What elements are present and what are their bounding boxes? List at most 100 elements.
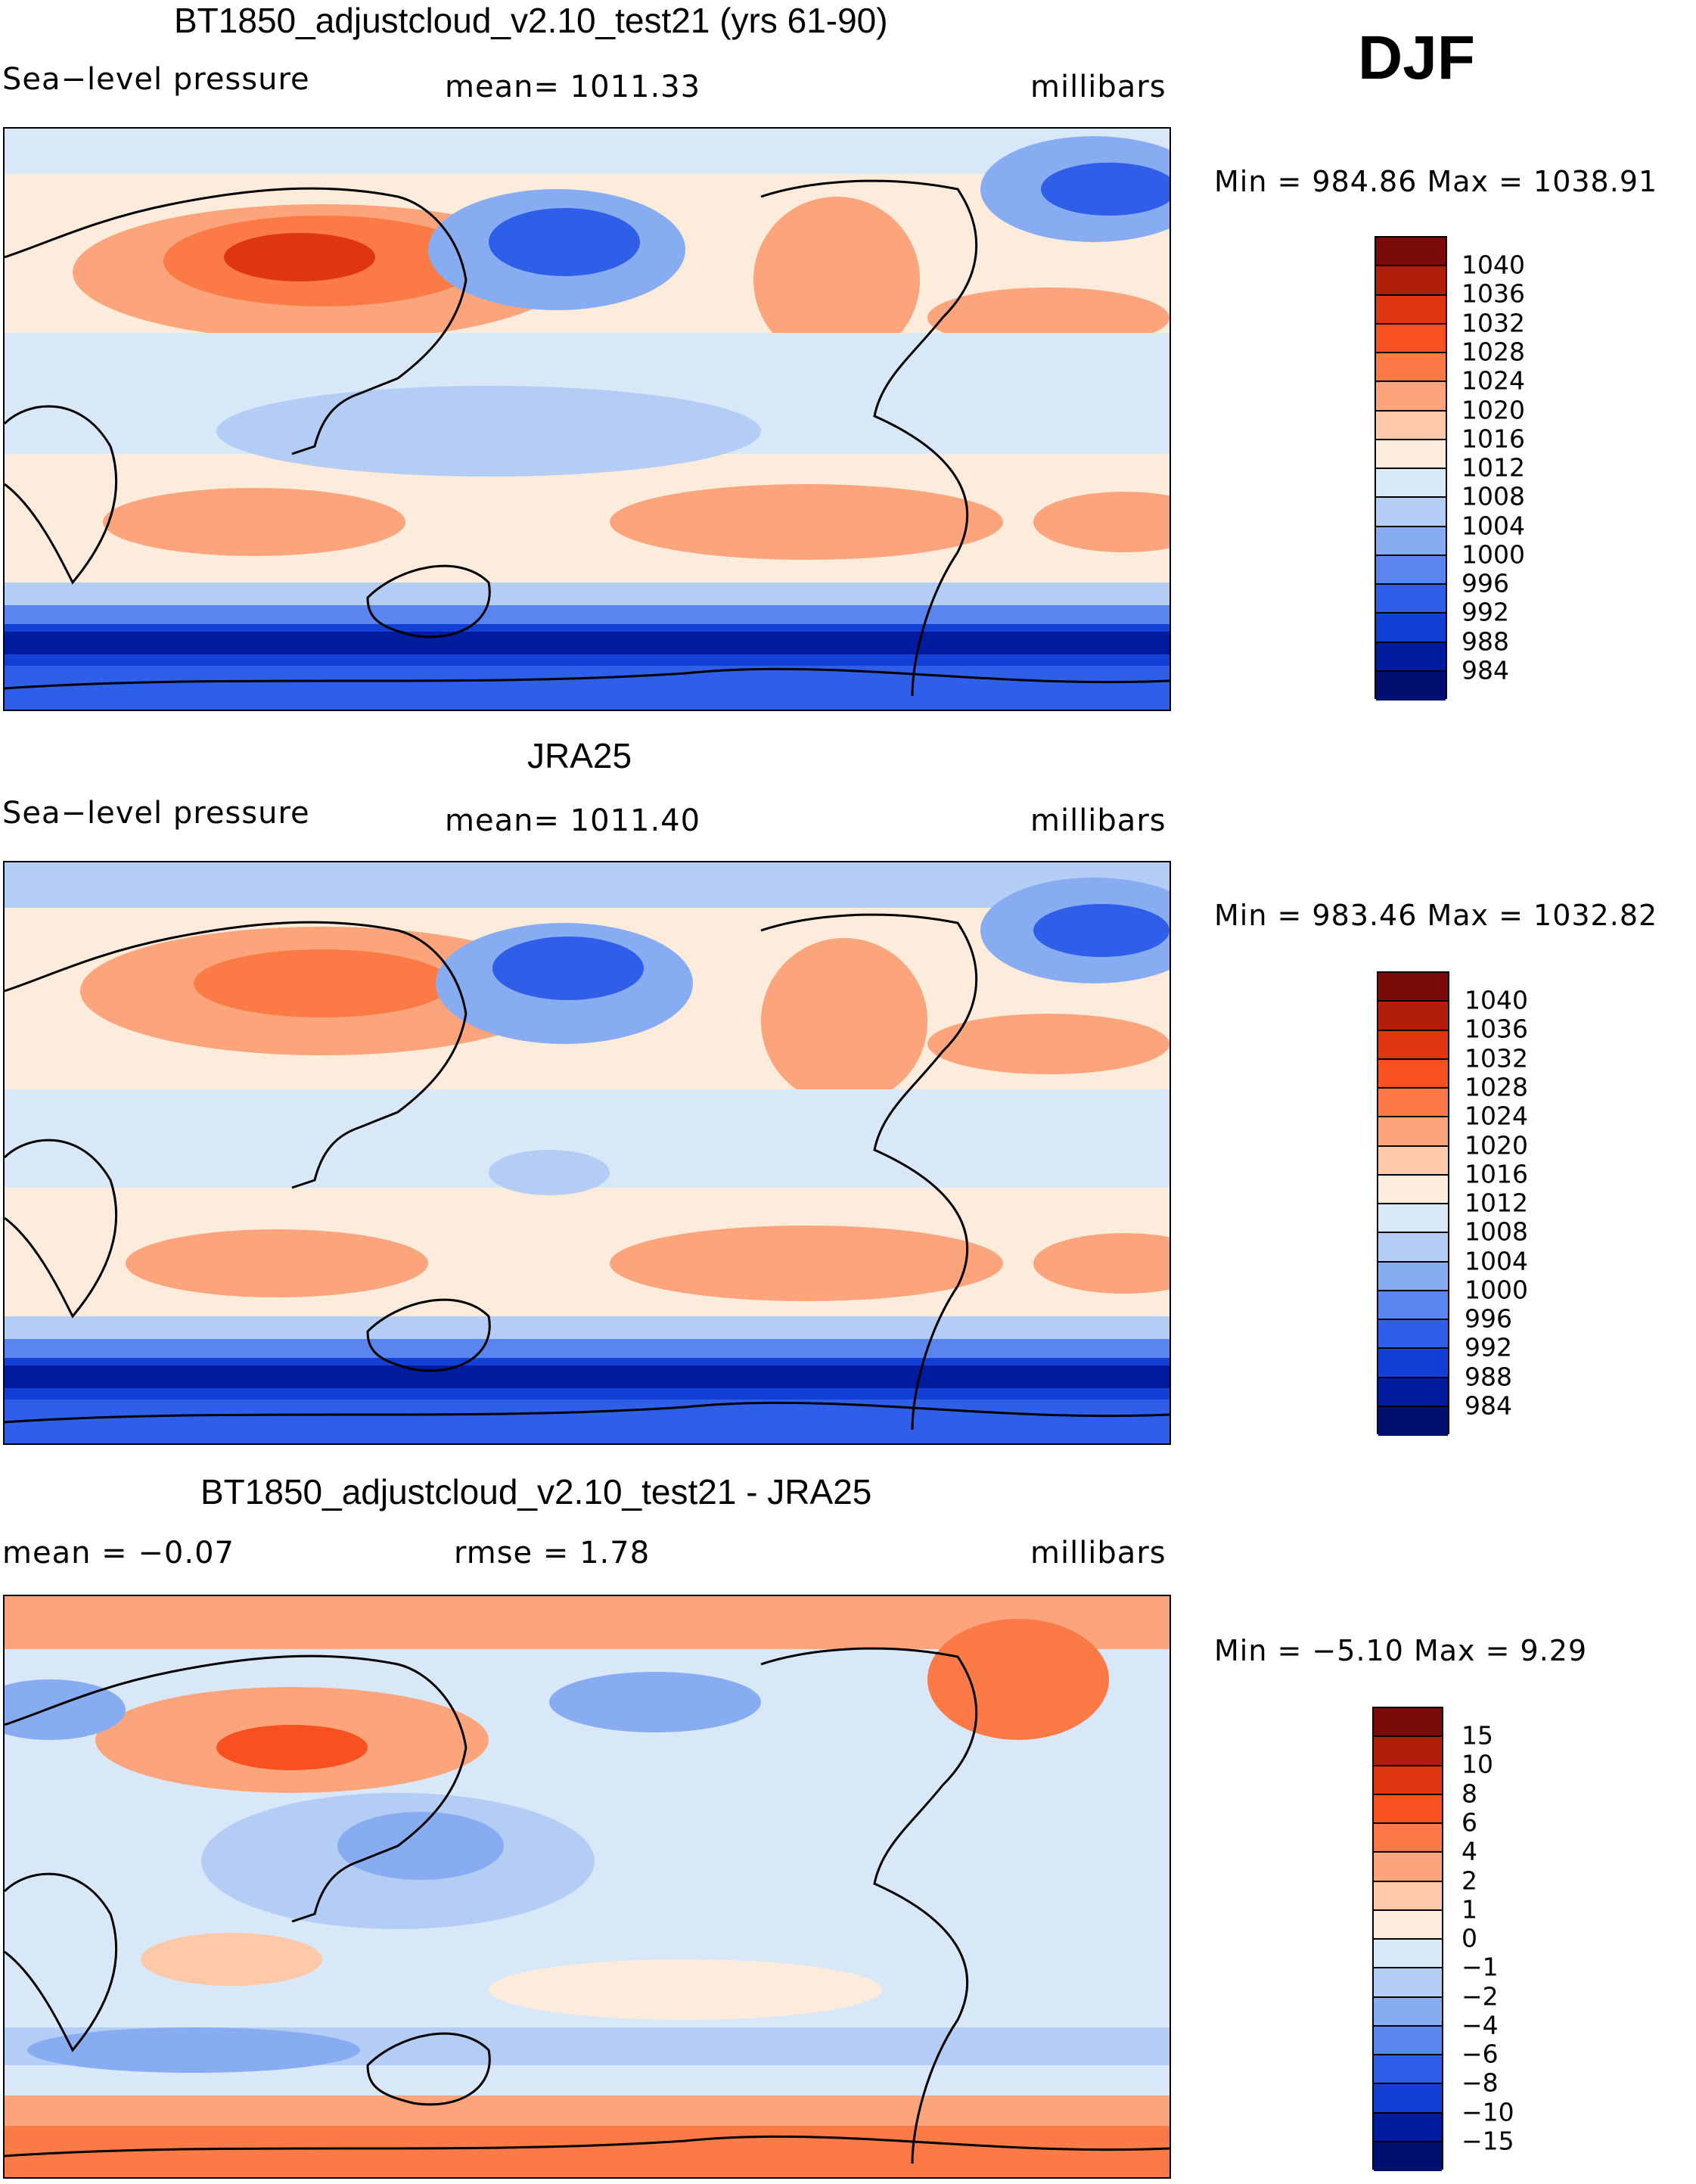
colorbar-label: 1040	[1461, 250, 1525, 280]
colorbar-swatch	[1374, 2113, 1442, 2142]
so-band-4	[5, 632, 1169, 654]
colorbar-label: 1000	[1461, 539, 1525, 570]
aleutian-low-core	[489, 208, 640, 276]
africa-coast	[5, 405, 118, 585]
colorbar-swatch	[1374, 2084, 1442, 2114]
colorbar-swatch	[1378, 1233, 1448, 1263]
europe-diff	[5, 1679, 126, 1740]
colorbar-swatch	[1378, 1002, 1448, 1031]
siberian-high-peak	[224, 233, 375, 281]
antarctica-coast	[5, 2135, 1169, 2158]
colorbar-label: 1032	[1465, 1043, 1528, 1073]
colorbar-label: 1024	[1465, 1101, 1528, 1131]
colorbar-swatch	[1374, 1766, 1442, 1795]
panel-2-map	[3, 861, 1171, 1445]
panel-3-title: BT1850_adjustcloud_v2.10_test21 - JRA25	[200, 1472, 872, 1511]
colorbar-swatch	[1376, 382, 1446, 412]
colorbar-swatch	[1376, 527, 1446, 556]
americas-coast	[760, 1647, 978, 2164]
pacific-sh-high	[610, 484, 1003, 560]
colorbar-label: 996	[1465, 1303, 1512, 1334]
colorbar-swatch	[1374, 2026, 1442, 2055]
colorbar-label: 1028	[1461, 337, 1525, 367]
antarctica-coast	[5, 1401, 1169, 1424]
so-band-4	[5, 1365, 1169, 1388]
colorbar-swatch	[1376, 498, 1446, 527]
panel-3-left-label: mean = −0.07	[2, 1536, 235, 1570]
colorbar-label: −4	[1461, 2010, 1499, 2040]
colorbar-swatch	[1378, 1262, 1448, 1291]
panel-2-title: JRA25	[527, 736, 632, 775]
colorbar-swatch	[1376, 642, 1446, 672]
so-band-1	[5, 583, 1169, 605]
warm-pool-low	[489, 1150, 610, 1195]
colorbar-swatch	[1374, 1824, 1442, 1853]
colorbar-label: 8	[1461, 1779, 1477, 1809]
colorbar-label: 984	[1461, 655, 1509, 685]
colorbar-label: 992	[1461, 597, 1509, 627]
panel-2-right-label: millibars	[1030, 803, 1166, 838]
colorbar-label: 1004	[1465, 1246, 1528, 1276]
arctic-band	[5, 129, 1169, 174]
na-high	[761, 938, 927, 1104]
colorbar-label: 1020	[1461, 395, 1525, 425]
colorbar-swatch	[1374, 1737, 1442, 1766]
panel-2-colorbar	[1377, 971, 1449, 1436]
colorbar-swatch	[1378, 1146, 1448, 1176]
colorbar-label: 1040	[1465, 985, 1528, 1015]
panel-3-colorbar	[1372, 1707, 1443, 2171]
panel-3-min-max: Min = −5.10 Max = 9.29	[1214, 1634, 1588, 1667]
eurasia-coast	[5, 187, 467, 455]
colorbar-label: 996	[1461, 568, 1509, 598]
indian-sh-high	[126, 1229, 428, 1297]
colorbar-label: −8	[1461, 2067, 1499, 2098]
colorbar-swatch	[1378, 1059, 1448, 1089]
so-band-1	[5, 1316, 1169, 1339]
panel-1-title: BT1850_adjustcloud_v2.10_test21 (yrs 61-…	[174, 1, 888, 40]
panel-1-left-label: Sea−level pressure	[2, 62, 310, 97]
colorbar-label: 988	[1461, 626, 1509, 657]
colorbar-label: −15	[1461, 2126, 1514, 2156]
colorbar-swatch	[1374, 1708, 1442, 1738]
colorbar-label: 1008	[1465, 1216, 1528, 1247]
coastlines	[5, 179, 1169, 697]
antarctic-diff-core	[5, 2126, 1169, 2177]
indian-sh-high	[103, 488, 405, 556]
colorbar-swatch	[1374, 2055, 1442, 2085]
sio-diff	[141, 1933, 322, 1986]
so-band-2	[5, 1339, 1169, 1358]
colorbar-label: 15	[1461, 1720, 1493, 1751]
colorbar-swatch	[1374, 1910, 1442, 1940]
siberian-high-core	[194, 949, 451, 1017]
coastlines	[5, 913, 1169, 1431]
australia-coast	[366, 564, 491, 638]
colorbar-swatch	[1376, 585, 1446, 614]
panel-1-min-max: Min = 984.86 Max = 1038.91	[1214, 165, 1658, 198]
colorbar-label: 1032	[1461, 308, 1525, 338]
panel-2-left-label: Sea−level pressure	[2, 796, 310, 831]
africa-coast	[5, 1139, 118, 1319]
colorbar-label: 992	[1465, 1332, 1512, 1362]
colorbar-swatch	[1376, 614, 1446, 643]
tibet-diff	[216, 1725, 368, 1770]
australia-coast	[366, 1298, 491, 1372]
colorbar-label: 1	[1461, 1894, 1477, 1925]
colorbar-label: 984	[1465, 1390, 1512, 1421]
colorbar-label: 1008	[1461, 481, 1525, 511]
colorbar-swatch	[1378, 1030, 1448, 1060]
pacific-sh-high	[610, 1226, 1003, 1301]
coastlines	[5, 1647, 1169, 2164]
colorbar-label: 1016	[1461, 424, 1525, 454]
colorbar-label: 1024	[1461, 365, 1525, 396]
colorbar-label: 1016	[1465, 1159, 1528, 1189]
antarctic-band	[5, 1400, 1169, 1443]
eurasia-coast	[5, 1654, 467, 1923]
colorbar-swatch	[1374, 1794, 1442, 1824]
panel-1-map-svg	[5, 129, 1169, 710]
colorbar-label: 988	[1465, 1362, 1512, 1392]
panel-1-center-label: mean= 1011.33	[445, 70, 701, 104]
atlantic-sh-high	[1033, 1233, 1169, 1294]
so-band-2	[5, 605, 1169, 624]
season-label: DJF	[1358, 23, 1475, 92]
panel-3-map	[3, 1595, 1171, 2179]
